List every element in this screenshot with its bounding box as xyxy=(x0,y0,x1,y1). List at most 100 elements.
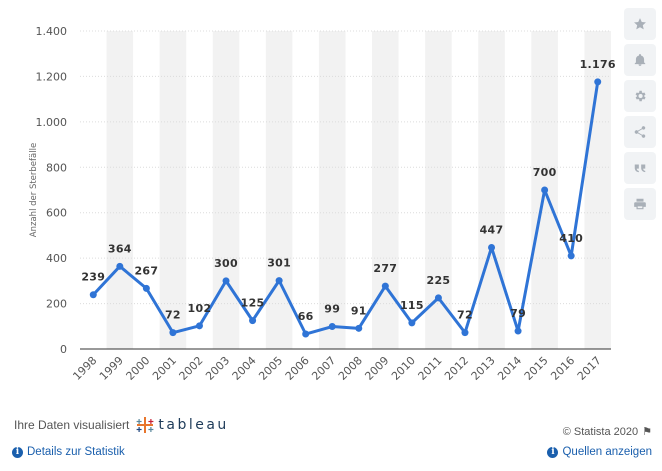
y-tick-label: 800 xyxy=(46,161,67,174)
data-point xyxy=(89,291,97,299)
band-2013 xyxy=(478,31,505,349)
y-axis-label: Anzahl der Sterbefälle xyxy=(29,143,39,237)
data-point xyxy=(381,282,389,290)
notification-button[interactable] xyxy=(624,44,656,76)
data-label: 115 xyxy=(400,299,424,312)
x-tick-label: 2013 xyxy=(469,354,498,383)
favorite-button[interactable] xyxy=(624,8,656,40)
band-1999 xyxy=(106,31,134,349)
share-button[interactable] xyxy=(624,116,656,148)
data-point xyxy=(142,284,150,292)
sources-link-label: Quellen anzeigen xyxy=(562,446,652,458)
x-tick-label: 2016 xyxy=(548,354,577,383)
x-tick-label: 2007 xyxy=(309,354,338,383)
info-icon: i xyxy=(12,446,23,458)
data-label: 125 xyxy=(241,297,265,310)
visualized-by-text: Ihre Daten visualisiert xyxy=(14,418,130,432)
x-tick-label: 2005 xyxy=(256,354,285,383)
data-label: 1.176 xyxy=(580,58,616,71)
x-tick-label: 2014 xyxy=(495,354,524,383)
data-point xyxy=(514,327,522,335)
data-point xyxy=(408,319,416,327)
data-point xyxy=(195,322,203,330)
x-tick-label: 2004 xyxy=(230,354,259,383)
y-tick-label: 400 xyxy=(46,252,67,265)
star-icon xyxy=(634,18,646,30)
data-label: 301 xyxy=(267,257,291,270)
x-tick-label: 2011 xyxy=(416,354,445,383)
data-point xyxy=(461,329,469,337)
data-point xyxy=(169,329,177,337)
y-tick-label: 1.200 xyxy=(36,70,68,83)
gear-icon xyxy=(635,90,646,102)
print-button[interactable] xyxy=(624,188,656,220)
x-tick-label: 1999 xyxy=(97,354,126,383)
data-label: 364 xyxy=(108,242,132,255)
chart-toolbar xyxy=(624,8,656,224)
flag-icon[interactable]: ⚑ xyxy=(642,426,652,438)
x-tick-label: 2010 xyxy=(389,354,418,383)
copyright: © Statista 2020 ⚑ xyxy=(562,425,652,439)
data-point xyxy=(275,277,283,285)
y-tick-label: 200 xyxy=(46,298,67,311)
quote-icon xyxy=(634,164,646,173)
data-label: 72 xyxy=(165,309,181,322)
data-point xyxy=(222,277,230,285)
data-point xyxy=(249,317,257,325)
data-label: 79 xyxy=(510,307,526,320)
data-point xyxy=(541,186,549,194)
data-point xyxy=(488,243,496,251)
data-label: 267 xyxy=(134,264,158,277)
x-tick-label: 2003 xyxy=(203,354,232,383)
copyright-text: © Statista 2020 xyxy=(562,425,639,438)
tableau-logo[interactable]: tableau xyxy=(135,415,228,435)
details-link-label: Details zur Statistik xyxy=(27,446,125,458)
series-line xyxy=(92,81,600,336)
x-tick-label: 2009 xyxy=(362,354,391,383)
print-icon xyxy=(634,198,646,210)
y-tick-label: 0 xyxy=(60,343,67,356)
data-label: 410 xyxy=(559,232,583,245)
data-label: 700 xyxy=(533,166,557,179)
sources-link[interactable]: i Quellen anzeigen xyxy=(547,446,652,458)
x-tick-label: 2012 xyxy=(442,354,471,383)
bell-icon xyxy=(634,54,646,66)
data-label: 447 xyxy=(480,223,504,236)
x-tick-label: 2015 xyxy=(522,354,551,383)
x-tick-label: 2008 xyxy=(336,354,365,383)
settings-button[interactable] xyxy=(624,80,656,112)
x-tick-label: 2006 xyxy=(283,354,312,383)
x-tick-label: 2002 xyxy=(177,354,206,383)
y-tick-label: 600 xyxy=(46,207,67,220)
data-point xyxy=(116,262,124,270)
tableau-cross-icon xyxy=(136,417,154,433)
data-label: 102 xyxy=(188,302,212,315)
line-chart: 0 200 400 600 800 1.000 1.200 1.400 Anzahl der … xyxy=(29,25,616,383)
data-label: 66 xyxy=(298,310,314,323)
tableau-credit: Ihre Daten visualisiert tableau xyxy=(14,415,229,435)
data-point xyxy=(328,323,336,331)
data-label: 277 xyxy=(373,262,397,275)
y-tick-label: 1.400 xyxy=(36,25,68,38)
y-axis-ticks: 0 200 400 600 800 1.000 1.200 1.400 xyxy=(36,25,68,356)
band-2001 xyxy=(159,31,187,349)
x-tick-label: 1998 xyxy=(70,354,99,383)
x-tick-label: 2017 xyxy=(575,354,604,383)
data-point xyxy=(302,330,310,338)
data-label: 99 xyxy=(324,303,340,316)
data-label: 300 xyxy=(214,257,238,270)
data-point xyxy=(567,252,575,260)
data-label: 239 xyxy=(81,271,105,284)
info-icon: i xyxy=(547,446,559,458)
tableau-wordmark: tableau xyxy=(158,417,229,433)
data-point xyxy=(594,78,602,86)
data-label: 225 xyxy=(426,274,450,287)
cite-button[interactable] xyxy=(624,152,656,184)
band-2003 xyxy=(212,31,240,349)
y-tick-label: 1.000 xyxy=(36,116,68,129)
share-icon xyxy=(634,126,646,138)
details-link[interactable]: i Details zur Statistik xyxy=(12,446,125,458)
band-2007 xyxy=(318,31,346,349)
x-tick-label: 2001 xyxy=(150,354,179,383)
